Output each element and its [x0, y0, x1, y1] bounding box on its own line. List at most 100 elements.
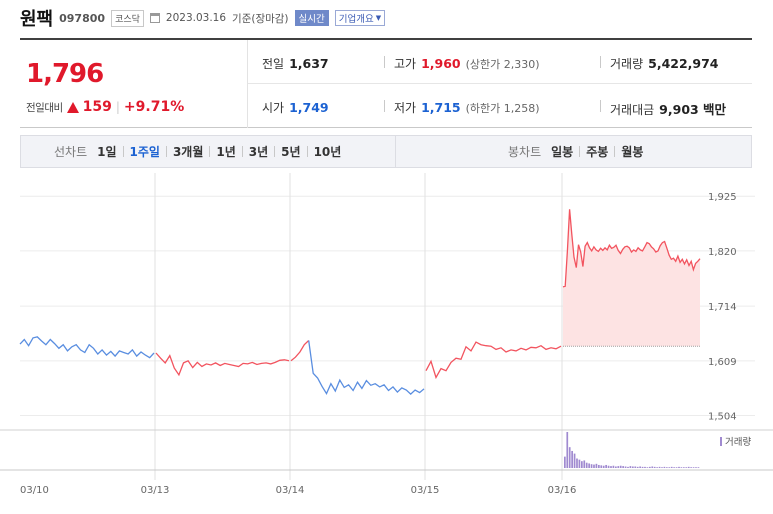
- volume-legend-label: 거래량: [725, 436, 751, 448]
- tab-separator: [579, 146, 581, 157]
- high-value: 1,960: [421, 56, 461, 71]
- amount-stat: 거래대금 9,903 백만: [610, 99, 726, 118]
- volume-bar: [598, 464, 600, 468]
- change-value: 159: [82, 99, 112, 115]
- line-tab-1[interactable]: 1주일: [129, 145, 160, 159]
- volume-bar: [656, 467, 658, 468]
- chart-tabs: 선차트 1일 1주일 3개월 1년 3년 5년 10년 봉차트 일봉 주봉 월봉: [20, 135, 752, 168]
- line-tab-5[interactable]: 5년: [281, 145, 301, 159]
- volume-bar: [602, 465, 605, 468]
- change-rate: +9.71%: [123, 99, 185, 115]
- stock-code: 097800: [59, 11, 106, 25]
- low-stat: 저가 1,715 (하한가 1,258): [394, 99, 540, 116]
- upper-limit: (상한가 2,330): [465, 58, 540, 71]
- stat-row-1: 전일 1,637 고가 1,960 (상한가 2,330) 거래량 5,422,…: [248, 40, 752, 84]
- high-label: 고가: [394, 57, 417, 71]
- tab-separator: [165, 146, 167, 157]
- volume-bar: [629, 466, 632, 468]
- tabs-divider: [395, 136, 396, 167]
- y-tick-label: 1,714: [708, 302, 737, 313]
- quote-box: 1,796 전일대비 159 | +9.71% 전일 1,637 고가 1,96…: [20, 38, 752, 128]
- volume-label: 거래량: [610, 57, 644, 71]
- volume-bar: [624, 466, 627, 468]
- volume-bar: [695, 467, 697, 468]
- divider: [384, 100, 385, 112]
- tab-separator: [209, 146, 211, 157]
- realtime-button[interactable]: 실시간: [294, 10, 329, 26]
- volume-bar: [615, 466, 617, 468]
- volume-bar: [578, 459, 581, 468]
- prev-close-stat: 전일 1,637: [262, 55, 329, 72]
- tab-separator: [614, 146, 616, 157]
- volume-bar: [663, 466, 666, 468]
- line-tab-6[interactable]: 10년: [313, 145, 342, 159]
- volume-bar: [649, 466, 651, 468]
- volume-bar: [622, 466, 624, 468]
- volume-bar: [678, 466, 680, 468]
- up-arrow-icon: [66, 101, 79, 113]
- low-value: 1,715: [421, 100, 461, 115]
- line-tab-3[interactable]: 1년: [216, 145, 236, 159]
- prev-close-value: 1,637: [289, 56, 329, 71]
- price-area: 1,796 전일대비 159 | +9.71%: [20, 40, 248, 128]
- candle-chart-title: 봉차트: [508, 145, 542, 159]
- y-tick-label: 1,504: [708, 412, 737, 423]
- volume-bar: [641, 466, 644, 468]
- volume-bar: [581, 461, 583, 468]
- chevron-down-icon: ▼: [375, 14, 382, 22]
- candle-tab-2[interactable]: 월봉: [621, 145, 644, 159]
- volume-bar: [636, 466, 639, 468]
- volume-bar: [646, 467, 649, 468]
- volume-bar: [670, 466, 673, 468]
- volume-bar: [658, 466, 661, 468]
- volume-bar: [639, 466, 641, 468]
- y-tick-label: 1,925: [708, 192, 737, 203]
- volume-bar: [605, 464, 607, 468]
- tab-separator: [241, 146, 243, 157]
- divider: [384, 56, 385, 68]
- volume-bar: [617, 466, 620, 468]
- price-area-fill: [563, 209, 700, 347]
- candle-tab-1[interactable]: 주봉: [586, 145, 609, 159]
- candle-chart-tabs: 봉차트 일봉 주봉 월봉: [508, 136, 643, 167]
- x-tick-label: 03/16: [548, 485, 577, 496]
- market-badge: 코스닥: [111, 9, 144, 27]
- volume-bar: [666, 467, 668, 468]
- divider: [600, 100, 601, 112]
- candle-tab-0[interactable]: 일봉: [551, 145, 574, 159]
- x-tick-label: 03/13: [141, 485, 170, 496]
- line-tab-2[interactable]: 3개월: [172, 145, 204, 159]
- volume-value: 5,422,974: [648, 56, 719, 71]
- amount-label: 거래대금: [610, 103, 655, 117]
- stock-name: 원팩: [20, 9, 54, 30]
- x-tick-label: 03/15: [411, 485, 440, 496]
- price-line: [19, 336, 155, 359]
- y-tick-label: 1,820: [708, 247, 737, 258]
- line-chart-tabs: 선차트 1일 1주일 3개월 1년 3년 5년 10년: [54, 136, 341, 167]
- volume-bar: [585, 462, 588, 468]
- reference-date: 2023.03.16: [165, 12, 227, 24]
- volume-bar: [661, 467, 663, 468]
- line-tab-0[interactable]: 1일: [97, 145, 117, 159]
- divider: [600, 56, 601, 68]
- company-overview-button[interactable]: 기업개요 ▼: [334, 10, 386, 26]
- line-tab-4[interactable]: 3년: [248, 145, 269, 159]
- x-tick-label: 03/10: [20, 485, 49, 496]
- stat-row-2: 시가 1,749 저가 1,715 (하한가 1,258) 거래대금 9,903…: [248, 84, 752, 128]
- volume-bar: [651, 466, 654, 468]
- line-chart-title: 선차트: [54, 145, 88, 159]
- volume-bar: [692, 467, 695, 468]
- volume-bar: [673, 467, 675, 468]
- price-line-down: [308, 340, 425, 395]
- separator: |: [115, 100, 120, 114]
- lower-limit: (하한가 1,258): [465, 102, 540, 115]
- volume-bar: [644, 466, 646, 468]
- volume-bar: [683, 467, 685, 468]
- volume-bar: [573, 453, 576, 468]
- volume-bar: [627, 466, 629, 468]
- volume-legend-swatch: [720, 437, 722, 446]
- prev-close-label: 전일: [262, 57, 285, 71]
- tab-separator: [122, 146, 124, 157]
- x-tick-label: 03/14: [276, 485, 305, 496]
- reference-basis: 기준(장마감): [232, 12, 289, 25]
